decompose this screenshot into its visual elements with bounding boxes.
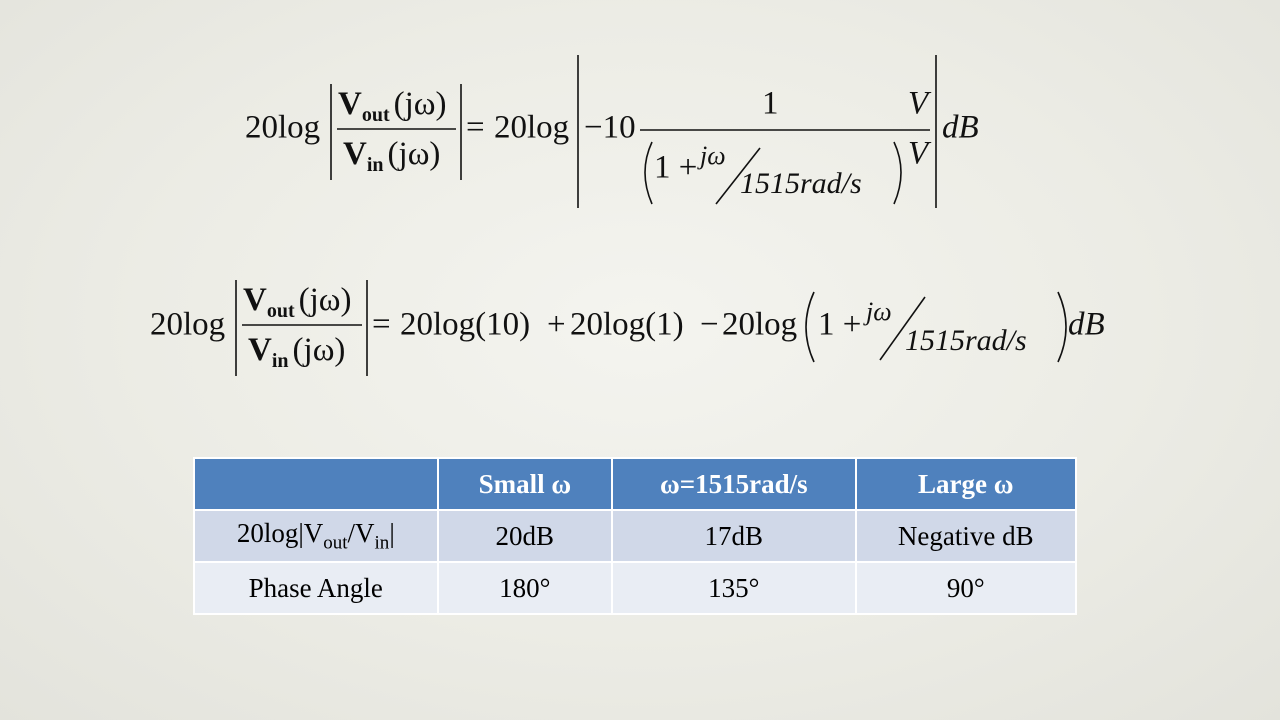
cell: 17dB [611,509,857,563]
header-cell: Large ω [854,457,1078,511]
sub: in [367,154,384,176]
unit: dB [1068,307,1105,343]
summary-table: Small ω ω=1515rad/s Large ω 20log|Vout/V… [193,457,1078,615]
jw: jω [697,141,726,170]
coef: 20log [494,110,569,146]
label-sub: in [374,532,390,554]
cell: 90° [854,561,1078,615]
ratio-num: V [908,86,932,122]
arg: (jω) [299,282,352,318]
arg: (jω) [394,86,447,122]
rule [1057,291,1067,363]
sub: out [362,104,390,126]
corner-cell [193,457,439,511]
frac-num: 1 [762,86,779,122]
num: Vout (jω) [338,86,447,126]
rule [805,291,815,363]
gain: −10 [584,110,636,146]
sym: V [243,282,267,318]
cell: Negative dB [854,509,1078,563]
sub: in [272,350,289,372]
equals: = [466,110,485,146]
one-plus: 1 + [818,307,861,343]
arg: (jω) [388,136,441,172]
rule [715,147,761,205]
coef: 20log [150,307,225,343]
coef: 20log [245,110,320,146]
term: 20log(10) [400,307,530,343]
term: − [700,307,719,343]
one-plus: 1 + [654,150,697,186]
sym: V [343,136,367,172]
label-part: 20log|V [236,517,324,548]
sym: V [338,86,362,122]
header-cell: ω=1515rad/s [611,457,857,511]
arg: (jω) [293,332,346,368]
cell: 20dB [436,509,614,563]
cell: 135° [611,561,857,615]
rule [644,141,653,205]
den: Vin (jω) [343,136,440,176]
label-part: /V [347,517,375,548]
sub: out [267,300,295,322]
rule [879,296,926,361]
rule [893,141,902,205]
jw: jω [863,297,892,326]
term: 20log(1) [570,307,684,343]
ratio-den: V [908,136,932,172]
label-part: | [389,517,395,548]
label-sub: out [323,532,348,554]
unit: dB [942,110,979,146]
corner: 1515rad/s [740,167,862,200]
header-cell: Small ω [436,457,614,511]
equals: = [372,307,391,343]
cell: 180° [436,561,614,615]
equations: 20log Vout (jω) Vin (jω) = 20log −10 1 1 +… [150,55,1105,376]
sym: V [248,332,272,368]
den: Vin (jω) [248,332,345,372]
row-label: 20log|Vout/Vin| [193,509,439,563]
num: Vout (jω) [243,282,352,322]
term: 20log [722,307,797,343]
term: + [547,307,566,343]
corner: 1515rad/s [905,324,1027,357]
row-label: Phase Angle [193,561,439,615]
